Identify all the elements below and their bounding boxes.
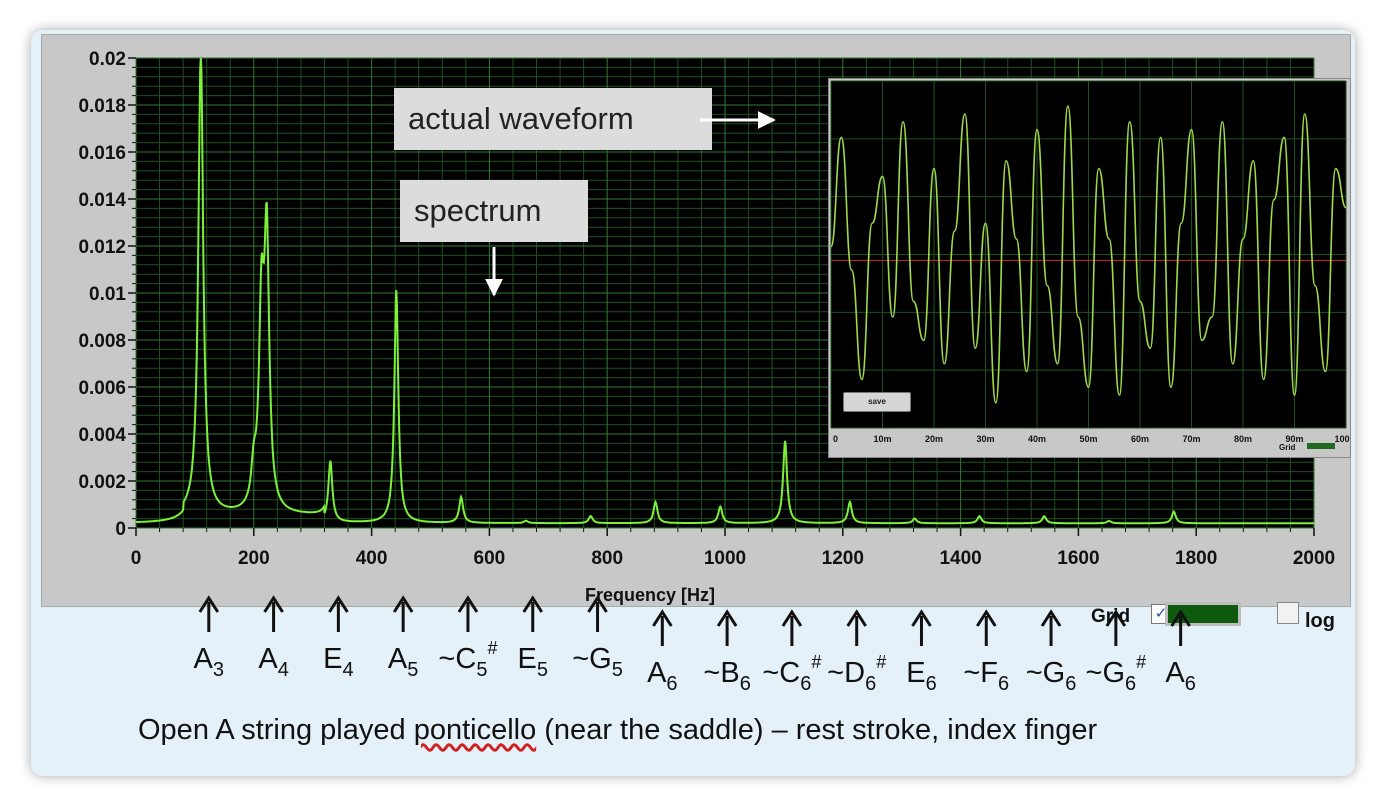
waveform-x-tick-label: 10m <box>873 434 891 444</box>
waveform-x-axis: 0 10m 20m 30m 40m 50m 60m 70m 80m 90m 100m <box>833 434 1350 444</box>
y-tick-label: 0 <box>115 519 126 540</box>
x-tick-label: 2000 <box>1293 548 1335 569</box>
waveform-chart: 0 10m 20m 30m 40m 50m 60m 70m 80m 90m 100m <box>830 80 1350 444</box>
y-tick-label: 0.01 <box>89 284 126 305</box>
x-tick-label: 200 <box>238 548 270 569</box>
waveform-x-tick-label: 0 <box>833 434 838 444</box>
log-label: log <box>1305 610 1335 632</box>
waveform-x-tick-label: 80m <box>1234 434 1252 444</box>
y-tick-label: 0.014 <box>78 190 126 211</box>
x-axis: 0 200 400 600 800 1000 1200 1400 1600 1800 2000 <box>131 528 1335 569</box>
caption-underlined: ponticello <box>413 714 537 746</box>
x-tick-label: 0 <box>131 548 142 569</box>
grid-color-swatch[interactable] <box>1165 602 1241 626</box>
waveform-x-tick-label: 20m <box>925 434 943 444</box>
y-tick-label: 0.006 <box>78 378 126 399</box>
waveform-x-tick-label: 60m <box>1131 434 1149 444</box>
y-tick-label: 0.016 <box>78 143 126 164</box>
y-tick-label: 0.008 <box>78 331 126 352</box>
x-axis-label: Frequency [Hz] <box>585 585 715 605</box>
waveform-series-line <box>830 105 1347 404</box>
waveform-x-tick-label: 70m <box>1182 434 1200 444</box>
callout-actual-waveform: actual waveform <box>394 88 712 150</box>
y-axis: 0 0.002 0.004 0.006 0.008 0.01 0.012 0.014 0.016… <box>78 49 136 540</box>
waveform-x-tick-label: 40m <box>1028 434 1046 444</box>
waveform-x-tick-label: 100m <box>1334 434 1350 444</box>
x-tick-label: 1400 <box>939 548 981 569</box>
spectrum-panel: 0 0.002 0.004 0.006 0.008 0.01 0.012 0.014 0.016… <box>41 34 1351 632</box>
waveform-x-tick-label: 50m <box>1079 434 1097 444</box>
spectrum-series-line <box>135 57 1314 525</box>
y-tick-label: 0.02 <box>89 49 126 70</box>
x-tick-label: 1000 <box>704 548 746 569</box>
x-tick-label: 1800 <box>1175 548 1217 569</box>
save-button[interactable]: save <box>843 392 911 412</box>
caption-before: Open A string played <box>138 714 414 746</box>
y-tick-label: 0.018 <box>78 96 126 117</box>
waveform-x-tick-label: 90m <box>1285 434 1303 444</box>
caption-after: (near the saddle) – rest stroke, index f… <box>536 714 1098 746</box>
x-tick-label: 1200 <box>822 548 864 569</box>
x-tick-label: 600 <box>474 548 506 569</box>
log-checkbox[interactable] <box>1277 602 1299 624</box>
callout-spectrum: spectrum <box>400 180 588 242</box>
y-tick-label: 0.004 <box>78 425 126 446</box>
y-tick-label: 0.012 <box>78 237 126 258</box>
grid-label: Grid <box>1091 606 1131 627</box>
y-tick-label: 0.002 <box>78 472 126 493</box>
x-tick-label: 800 <box>591 548 623 569</box>
inset-grid-color-swatch[interactable] <box>1307 443 1335 449</box>
waveform-inset: 0 10m 20m 30m 40m 50m 60m 70m 80m 90m 100m save Gr… <box>828 78 1351 458</box>
waveform-x-tick-label: 30m <box>976 434 994 444</box>
inset-grid-label: Grid <box>1279 443 1296 452</box>
x-tick-label: 1600 <box>1057 548 1099 569</box>
figure-caption: Open A string played ponticello (near th… <box>138 714 1338 747</box>
x-tick-label: 400 <box>356 548 388 569</box>
